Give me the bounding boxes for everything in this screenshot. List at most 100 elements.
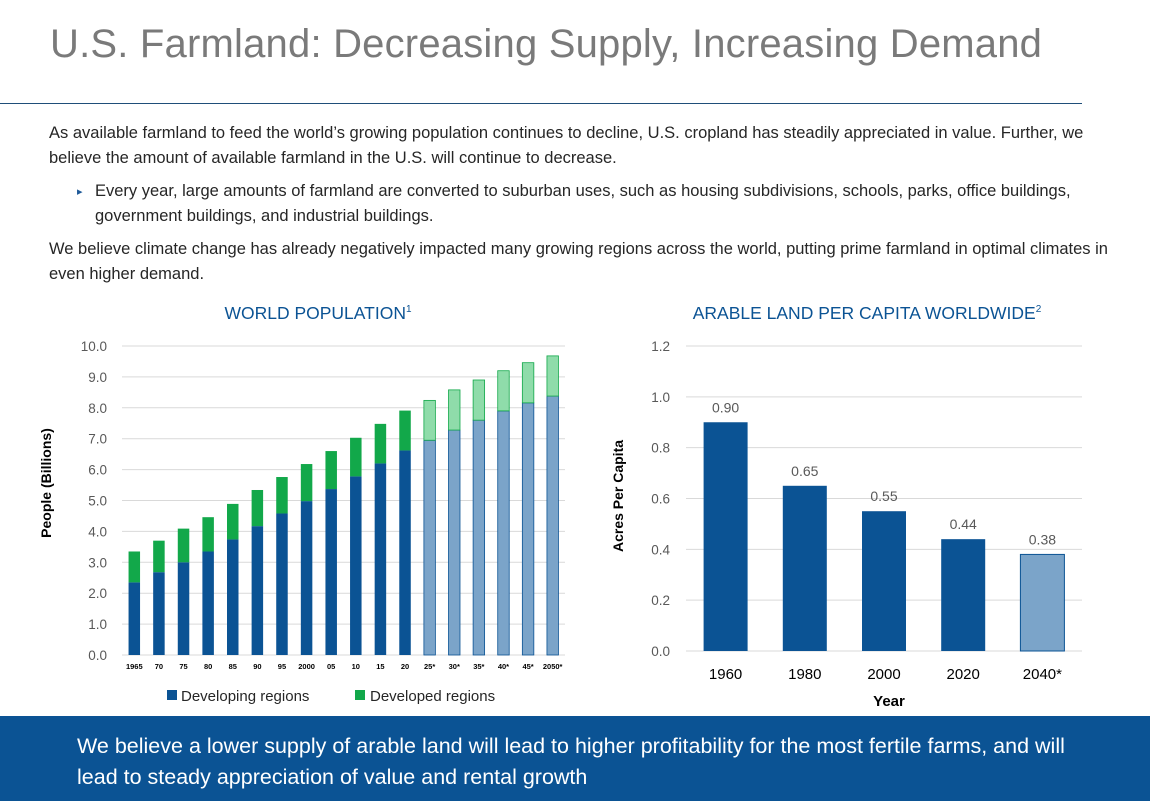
legend-swatch-developed bbox=[355, 690, 365, 700]
bar-developed bbox=[153, 540, 165, 573]
y-tick-label: 0.0 bbox=[651, 644, 670, 659]
bar-developing bbox=[227, 539, 239, 655]
bar-developing bbox=[497, 410, 510, 656]
bar-arable bbox=[782, 485, 827, 651]
title-divider bbox=[0, 103, 1082, 104]
y-tick-label: 7.0 bbox=[88, 432, 107, 447]
data-label: 0.44 bbox=[950, 516, 977, 532]
y-tick-label: 0.6 bbox=[651, 492, 670, 507]
bar-developing bbox=[128, 582, 141, 655]
data-label: 0.90 bbox=[712, 399, 739, 415]
bar-arable bbox=[703, 422, 748, 651]
y-tick-label: 4.0 bbox=[88, 524, 107, 539]
bar-developed bbox=[251, 489, 264, 527]
bar-developed bbox=[202, 517, 214, 552]
chart-title-footnote: 2 bbox=[1036, 304, 1042, 315]
data-label: 0.38 bbox=[1029, 531, 1056, 547]
y-tick-label: 0.8 bbox=[651, 441, 670, 456]
bar-arable bbox=[1019, 553, 1065, 652]
x-tick-label: 80 bbox=[204, 662, 212, 671]
legend-label-developing: Developing regions bbox=[181, 688, 309, 705]
y-tick-label: 5.0 bbox=[88, 494, 107, 509]
bar-developing bbox=[546, 395, 559, 656]
x-tick-label: 2040* bbox=[1023, 666, 1062, 683]
intro-paragraph-2: We believe climate change has already ne… bbox=[49, 240, 1108, 283]
x-tick-label: 35* bbox=[473, 662, 484, 671]
x-tick-label: 1965 bbox=[126, 662, 143, 671]
bar-developed bbox=[472, 379, 486, 421]
bar-developed bbox=[227, 503, 239, 540]
bar-developed bbox=[497, 370, 510, 412]
chart-title-footnote: 1 bbox=[406, 304, 412, 315]
y-axis-label: Acres Per Capita bbox=[610, 440, 626, 552]
x-tick-label: 10 bbox=[352, 662, 360, 671]
intro-bullet-text: Every year, large amounts of farmland ar… bbox=[95, 182, 1071, 225]
x-tick-label: 75 bbox=[179, 662, 187, 671]
y-tick-label: 0.2 bbox=[651, 593, 670, 608]
bar-developing bbox=[472, 419, 486, 656]
intro-bullet: ▸ Every year, large amounts of farmland … bbox=[77, 179, 1127, 229]
chart-title-population: WORLD POPULATION1 bbox=[224, 303, 412, 323]
x-tick-label: 2050* bbox=[543, 662, 563, 671]
bar-developing bbox=[153, 572, 165, 655]
bar-developed bbox=[325, 451, 337, 490]
bar-developed bbox=[448, 389, 461, 431]
x-tick-label: 40* bbox=[498, 662, 509, 671]
x-tick-label: 1960 bbox=[709, 666, 742, 683]
chart-title-arable: ARABLE LAND PER CAPITA WORLDWIDE2 bbox=[693, 303, 1042, 323]
bar-developing bbox=[300, 501, 313, 655]
bar-developed bbox=[374, 423, 387, 464]
x-tick-label: 05 bbox=[327, 662, 335, 671]
bar-arable bbox=[941, 539, 986, 651]
bar-developing bbox=[202, 551, 214, 655]
intro-paragraph-1: As available farmland to feed the world’… bbox=[49, 124, 1084, 167]
x-tick-label: 15 bbox=[376, 662, 384, 671]
bar-developed bbox=[546, 355, 559, 397]
legend-swatch-developing bbox=[167, 690, 177, 700]
y-tick-label: 1.0 bbox=[88, 617, 107, 632]
x-tick-label: 70 bbox=[155, 662, 163, 671]
y-tick-label: 8.0 bbox=[88, 401, 107, 416]
x-tick-label: 2000 bbox=[298, 662, 315, 671]
world-population-chart: WORLD POPULATION10.01.02.03.04.05.06.07.… bbox=[38, 303, 565, 705]
bar-developing bbox=[325, 489, 337, 655]
chart-title-text: WORLD POPULATION bbox=[224, 303, 406, 323]
bar-arable bbox=[862, 511, 906, 651]
y-tick-label: 6.0 bbox=[88, 463, 107, 478]
footer-banner: We believe a lower supply of arable land… bbox=[0, 716, 1150, 801]
bar-developing bbox=[276, 513, 288, 655]
page-title: U.S. Farmland: Decreasing Supply, Increa… bbox=[50, 22, 1043, 66]
x-tick-label: 25* bbox=[424, 662, 435, 671]
data-label: 0.55 bbox=[870, 488, 897, 504]
y-tick-label: 0.0 bbox=[88, 648, 107, 663]
y-tick-label: 1.0 bbox=[651, 390, 670, 405]
bar-developing bbox=[177, 562, 190, 655]
data-label: 0.65 bbox=[791, 463, 818, 479]
y-tick-label: 9.0 bbox=[88, 370, 107, 385]
y-tick-label: 0.4 bbox=[651, 542, 670, 557]
bar-developed bbox=[521, 362, 535, 404]
x-tick-label: 90 bbox=[253, 662, 261, 671]
arable-land-chart: ARABLE LAND PER CAPITA WORLDWIDE2 0.0 0.2 0… bbox=[610, 303, 1082, 710]
bar-developing bbox=[350, 476, 362, 655]
bar-developing bbox=[374, 463, 387, 655]
bar-developed bbox=[423, 399, 436, 441]
y-tick-label: 1.2 bbox=[651, 339, 670, 354]
x-tick-label: 45* bbox=[522, 662, 533, 671]
x-tick-label: 2000 bbox=[867, 666, 900, 683]
y-tick-label: 3.0 bbox=[88, 555, 107, 570]
chart-title-text: ARABLE LAND PER CAPITA WORLDWIDE bbox=[693, 303, 1036, 323]
y-tick-label: 2.0 bbox=[88, 586, 107, 601]
legend-label-developed: Developed regions bbox=[370, 688, 495, 705]
bullet-triangle-icon: ▸ bbox=[77, 186, 83, 198]
bar-developing bbox=[399, 450, 411, 655]
bar-developed bbox=[177, 528, 190, 563]
bar-developing bbox=[423, 439, 436, 656]
x-tick-label: 20 bbox=[401, 662, 409, 671]
bar-developing bbox=[521, 402, 535, 656]
x-tick-label: 2020 bbox=[947, 666, 980, 683]
bar-developed bbox=[350, 437, 362, 477]
bar-developing bbox=[251, 526, 264, 655]
bar-developed bbox=[276, 477, 288, 514]
y-tick-label: 10.0 bbox=[81, 339, 107, 354]
